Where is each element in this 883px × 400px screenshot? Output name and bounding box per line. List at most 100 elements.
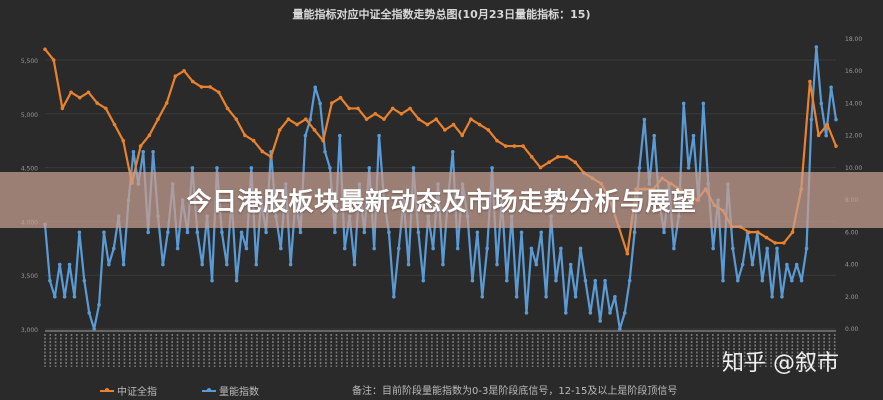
data-point	[480, 294, 485, 299]
data-point	[95, 101, 99, 105]
data-point	[166, 230, 170, 235]
data-point	[490, 166, 494, 170]
left-axis-tick-label: 3,000	[21, 327, 38, 334]
data-point	[97, 303, 101, 307]
chart-note: 备注：目前阶段量能指数为0-3是阶段底信号，12-15及以上是阶段顶信号	[352, 386, 678, 397]
data-point	[243, 133, 247, 138]
data-point	[308, 117, 313, 122]
data-point	[390, 106, 395, 111]
data-point	[298, 230, 303, 235]
data-point	[347, 106, 352, 111]
data-point	[782, 241, 786, 245]
data-point	[578, 246, 583, 251]
data-point	[711, 246, 715, 251]
data-point	[652, 133, 657, 138]
legend-item-csi-all: 中证全指	[100, 383, 157, 398]
data-point	[373, 112, 378, 116]
data-point	[598, 319, 602, 323]
right-axis-tick-label: 0.00	[845, 326, 859, 333]
data-point	[399, 112, 404, 116]
data-point	[521, 144, 525, 148]
data-point	[441, 262, 445, 267]
data-point	[563, 311, 568, 315]
data-point	[86, 90, 91, 95]
data-point	[434, 117, 438, 121]
data-point	[573, 294, 578, 299]
data-point	[411, 166, 416, 170]
data-point	[785, 262, 789, 267]
data-point	[92, 327, 96, 331]
data-point	[48, 278, 52, 283]
data-point	[625, 251, 630, 256]
data-point	[529, 155, 534, 159]
data-point	[470, 278, 475, 283]
data-point	[277, 128, 282, 132]
data-point	[51, 58, 56, 62]
data-point	[559, 246, 563, 251]
data-point	[593, 278, 598, 283]
chart-title: 量能指标对应中证全指数走势总图(10月23日量能指标：15)	[292, 8, 591, 21]
data-point	[234, 278, 239, 283]
data-point	[691, 133, 696, 138]
legend-swatch	[100, 387, 114, 392]
data-point	[328, 166, 332, 170]
legend-item-volume-index: 量能指数	[202, 383, 259, 398]
data-point	[760, 278, 765, 283]
data-point	[67, 262, 72, 267]
data-point	[618, 327, 622, 331]
data-point	[396, 246, 401, 251]
data-point	[244, 246, 249, 251]
data-point	[485, 246, 489, 251]
data-point	[107, 262, 111, 267]
data-point	[425, 122, 430, 127]
data-point	[102, 230, 106, 235]
data-point	[775, 246, 779, 251]
data-point	[568, 262, 573, 267]
data-point	[431, 246, 435, 251]
data-point	[141, 149, 146, 154]
data-point	[469, 117, 473, 121]
data-point	[556, 155, 560, 159]
data-point	[825, 122, 830, 127]
data-point	[333, 230, 337, 235]
right-axis-tick-label: 2.00	[845, 294, 859, 301]
data-point	[514, 294, 519, 299]
data-point	[814, 45, 819, 49]
data-point	[406, 262, 411, 267]
data-point	[234, 117, 239, 121]
data-point	[269, 155, 273, 159]
data-point	[573, 160, 578, 165]
data-point	[735, 278, 740, 283]
data-point	[210, 278, 214, 283]
data-point	[686, 166, 691, 170]
data-point	[564, 155, 569, 159]
data-point	[731, 246, 735, 251]
data-point	[303, 133, 308, 138]
data-point	[495, 138, 499, 143]
data-point	[254, 262, 259, 267]
data-point	[622, 311, 627, 315]
data-point	[323, 149, 327, 154]
data-point	[486, 128, 491, 132]
data-point	[519, 230, 524, 235]
data-point	[672, 246, 676, 251]
data-point	[362, 230, 367, 235]
data-point	[72, 294, 77, 299]
data-point	[53, 294, 57, 299]
left-axis-tick-label: 5,000	[21, 112, 38, 119]
data-point	[190, 166, 195, 170]
data-point	[264, 230, 268, 235]
data-point	[765, 246, 770, 251]
data-point	[512, 144, 517, 148]
data-point	[382, 117, 386, 121]
data-point	[249, 166, 254, 170]
data-point	[524, 311, 529, 315]
right-axis-tick-label: 12.00	[845, 133, 862, 140]
data-point	[750, 262, 755, 267]
data-point	[804, 246, 809, 251]
left-axis-tick-label: 3,500	[21, 273, 38, 280]
data-point	[199, 85, 204, 89]
headline-banner: 今日港股板块最新动态及市场走势分析与展望	[0, 172, 883, 228]
data-point	[416, 230, 421, 235]
data-point	[554, 278, 558, 283]
